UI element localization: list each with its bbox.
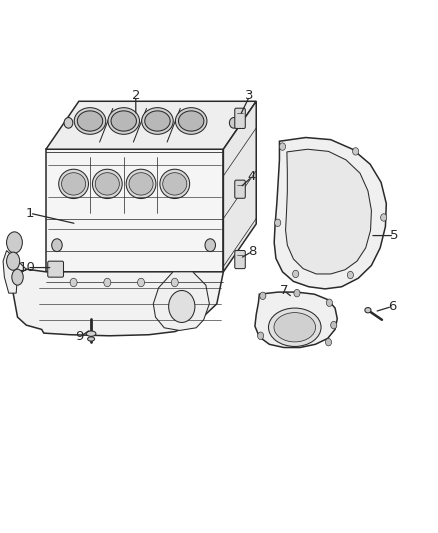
Ellipse shape <box>61 173 86 195</box>
Ellipse shape <box>141 108 173 134</box>
Ellipse shape <box>126 169 156 199</box>
Circle shape <box>230 118 238 128</box>
Text: 2: 2 <box>131 90 140 102</box>
Circle shape <box>70 278 77 287</box>
Polygon shape <box>13 269 223 336</box>
Circle shape <box>347 271 353 279</box>
Ellipse shape <box>77 111 102 131</box>
Ellipse shape <box>59 169 88 199</box>
Ellipse shape <box>95 173 119 195</box>
Circle shape <box>171 278 178 287</box>
Polygon shape <box>153 272 209 330</box>
Text: 1: 1 <box>25 207 34 220</box>
Polygon shape <box>223 101 256 272</box>
Text: 3: 3 <box>245 90 254 102</box>
Circle shape <box>275 219 281 227</box>
Ellipse shape <box>108 108 139 134</box>
Circle shape <box>325 338 332 346</box>
Circle shape <box>279 143 286 150</box>
Ellipse shape <box>162 173 187 195</box>
Polygon shape <box>46 101 256 149</box>
Ellipse shape <box>160 169 190 199</box>
FancyBboxPatch shape <box>235 180 245 198</box>
Circle shape <box>293 270 299 278</box>
Ellipse shape <box>268 308 321 346</box>
Text: 8: 8 <box>247 245 256 258</box>
Text: 10: 10 <box>19 261 35 274</box>
Circle shape <box>260 292 266 300</box>
FancyBboxPatch shape <box>235 108 245 128</box>
Ellipse shape <box>92 169 122 199</box>
Ellipse shape <box>274 312 315 342</box>
Text: 5: 5 <box>390 229 399 242</box>
Text: 4: 4 <box>247 171 256 183</box>
Circle shape <box>169 290 195 322</box>
Text: 6: 6 <box>388 300 396 313</box>
Polygon shape <box>274 138 386 289</box>
Circle shape <box>326 299 332 306</box>
Circle shape <box>205 239 215 252</box>
FancyBboxPatch shape <box>235 251 245 269</box>
Ellipse shape <box>12 269 23 285</box>
Circle shape <box>331 321 337 329</box>
Ellipse shape <box>365 308 371 313</box>
Ellipse shape <box>175 108 207 134</box>
Polygon shape <box>3 251 26 293</box>
Circle shape <box>381 214 387 221</box>
Text: 9: 9 <box>75 330 84 343</box>
Circle shape <box>52 239 62 252</box>
Polygon shape <box>255 292 337 348</box>
Circle shape <box>294 289 300 297</box>
Ellipse shape <box>74 108 106 134</box>
FancyBboxPatch shape <box>48 261 64 277</box>
Ellipse shape <box>129 173 153 195</box>
Circle shape <box>353 148 359 155</box>
Ellipse shape <box>88 337 95 341</box>
Circle shape <box>258 332 264 340</box>
Ellipse shape <box>86 331 96 336</box>
Polygon shape <box>46 149 223 272</box>
Ellipse shape <box>179 111 204 131</box>
Circle shape <box>64 118 73 128</box>
Ellipse shape <box>7 252 20 270</box>
Ellipse shape <box>111 111 136 131</box>
Circle shape <box>138 278 145 287</box>
Ellipse shape <box>7 232 22 253</box>
Text: 7: 7 <box>279 284 288 297</box>
Polygon shape <box>286 149 371 274</box>
Ellipse shape <box>145 111 170 131</box>
Circle shape <box>104 278 111 287</box>
